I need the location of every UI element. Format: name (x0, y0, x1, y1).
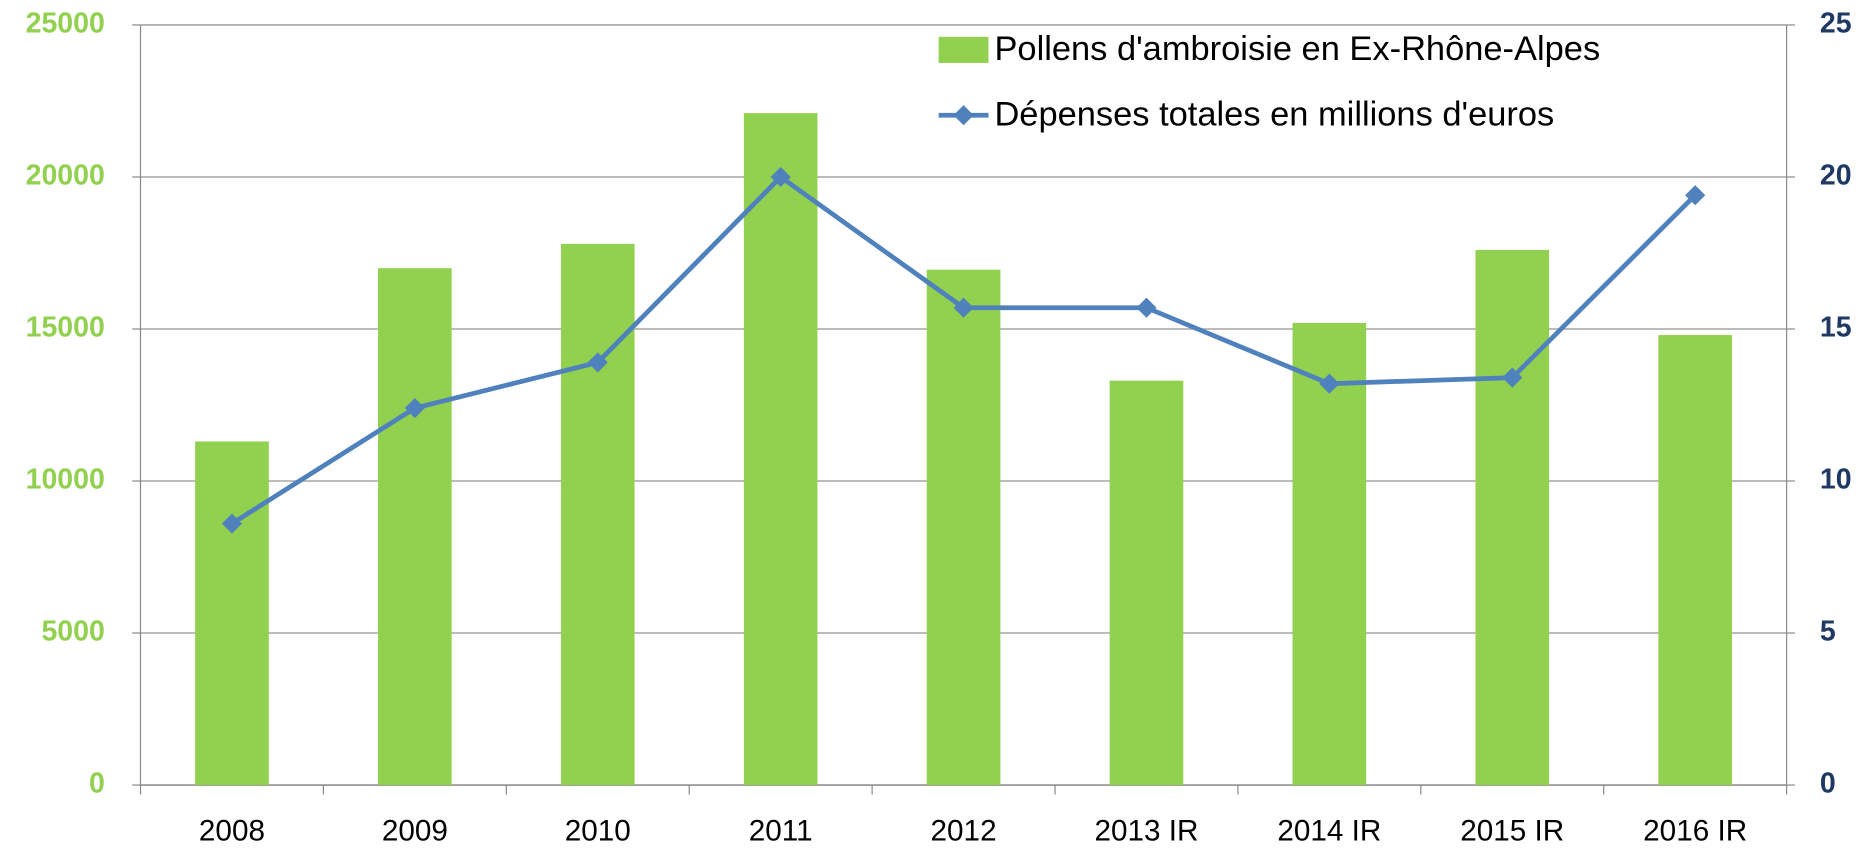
bar (1292, 322, 1367, 786)
line-marker (1136, 297, 1157, 318)
line-marker (587, 352, 608, 373)
x-tick-label: 2013 IR (1094, 814, 1198, 847)
x-tick-label: 2014 IR (1277, 814, 1381, 847)
bar (743, 113, 818, 786)
legend-label: Pollens d'ambroisie en Ex-Rhône-Alpes (994, 30, 1600, 68)
y-tick-label: 5000 (41, 616, 104, 648)
x-tick-label: 2016 IR (1643, 814, 1747, 847)
y-tick-label: 20000 (26, 159, 105, 191)
x-tick-label: 2012 (931, 814, 997, 847)
y2-tick-label: 15 (1820, 312, 1852, 344)
legend-swatch (953, 105, 974, 126)
x-tick-label: 2011 (749, 814, 813, 847)
y-tick-label: 15000 (26, 312, 105, 344)
bar (195, 441, 269, 786)
legend-label: Dépenses totales en millions d'euros (994, 95, 1554, 133)
line-marker (404, 397, 425, 419)
x-tick-label: 2009 (382, 814, 448, 847)
bar (1658, 335, 1732, 786)
x-tick-label: 2010 (565, 814, 631, 847)
y2-tick-label: 20 (1820, 159, 1852, 191)
y2-tick-label: 10 (1820, 464, 1852, 496)
x-tick-label: 2015 IR (1460, 814, 1564, 847)
bar (378, 268, 452, 786)
x-tick-label: 2008 (199, 814, 265, 847)
y-tick-label: 0 (89, 768, 105, 800)
y2-tick-label: 5 (1820, 616, 1836, 648)
bar (1109, 380, 1184, 786)
legend-swatch (938, 36, 989, 63)
y2-tick-label: 25 (1820, 7, 1852, 39)
y-tick-label: 25000 (26, 7, 105, 39)
bar (1475, 249, 1550, 786)
bar (560, 243, 635, 786)
line-marker (953, 297, 974, 318)
y-tick-label: 10000 (26, 464, 105, 496)
bar (926, 269, 1001, 786)
y2-tick-label: 0 (1820, 768, 1836, 800)
